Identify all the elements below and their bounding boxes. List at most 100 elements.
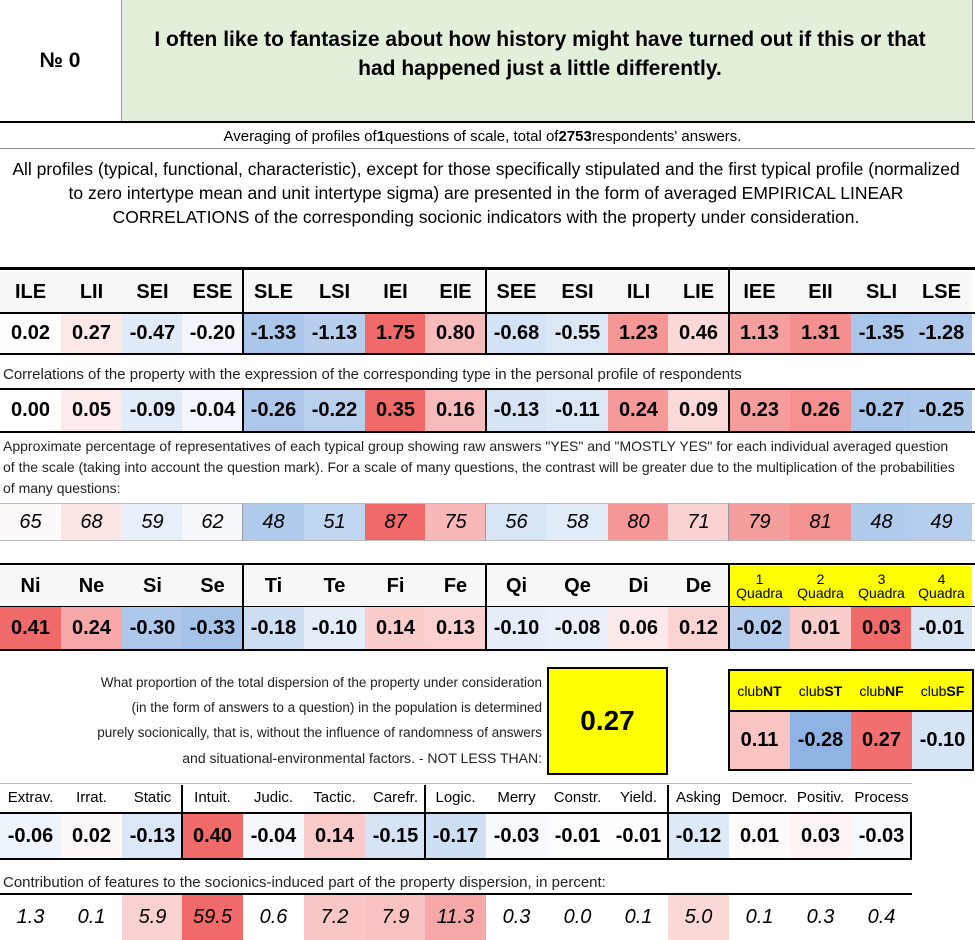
intro-text: All profiles (typical, functional, chara… xyxy=(12,159,960,227)
function-header: Si xyxy=(122,566,183,606)
trait-value: -0.17 xyxy=(425,814,486,858)
type-header: ESE xyxy=(182,272,243,312)
trait-contribution: 0.3 xyxy=(790,895,851,940)
type-correlation-value: 0.00 xyxy=(0,390,61,431)
trait-value: -0.01 xyxy=(547,814,608,858)
function-value: 0.24 xyxy=(61,607,122,649)
type-correlation-value: -0.11 xyxy=(547,390,608,431)
function-header: Te xyxy=(304,566,365,606)
trait-contribution: 11.3 xyxy=(425,895,486,940)
trait-contribution: 5.9 xyxy=(122,895,183,940)
dispersion-line-3: purely socionically, that is, without th… xyxy=(97,725,542,740)
type-header: SEE xyxy=(486,272,547,312)
quadra-number: 1 xyxy=(755,571,764,587)
trait-value: -0.04 xyxy=(243,814,304,858)
type-profile-value: 0.46 xyxy=(668,314,729,353)
trait-value: -0.03 xyxy=(851,814,912,858)
type-percentage-value: 56 xyxy=(486,504,547,541)
type-header: SLI xyxy=(851,272,912,312)
club-header: club ST xyxy=(790,671,851,710)
type-percentage-value: 79 xyxy=(729,504,790,541)
correlation-note: Correlations of the property with the ex… xyxy=(3,366,742,383)
trait-value: 0.14 xyxy=(304,814,365,858)
summary-respondents: 2753 xyxy=(558,127,592,145)
trait-value: 0.40 xyxy=(182,814,243,858)
trait-header: Positiv. xyxy=(796,788,845,806)
type-percentage-value: 51 xyxy=(304,504,365,541)
type-profile-value: -0.20 xyxy=(182,314,243,353)
trait-contribution: 5.0 xyxy=(668,895,729,940)
type-profile-value: -0.47 xyxy=(122,314,183,353)
quadra-header: 4 Quadra xyxy=(911,566,972,606)
trait-header: Intuit. xyxy=(194,788,231,806)
function-header: Fi xyxy=(365,566,426,606)
type-correlation-value: 0.23 xyxy=(729,390,790,431)
type-percentage-value: 81 xyxy=(790,504,851,541)
type-profile-value: -1.13 xyxy=(304,314,365,353)
dispersion-line-1: What proportion of the total dispersion … xyxy=(100,675,542,690)
club-value: -0.10 xyxy=(912,712,973,769)
club-header: club SF xyxy=(912,671,973,710)
type-correlation-value: 0.16 xyxy=(425,390,486,431)
trait-contribution: 1.3 xyxy=(0,895,61,940)
quadra-label: Quadra xyxy=(797,585,844,601)
club-value: 0.11 xyxy=(729,712,790,769)
type-correlation-value: -0.09 xyxy=(122,390,183,431)
dispersion-line-2: (in the form of answers to a question) i… xyxy=(131,700,542,715)
trait-header: Constr. xyxy=(553,788,602,806)
trait-contribution: 0.1 xyxy=(608,895,669,940)
function-header: Qi xyxy=(486,566,547,606)
type-percentage-value: 59 xyxy=(122,504,183,541)
club-code: SF xyxy=(946,682,965,699)
quadra-label: Quadra xyxy=(858,585,905,601)
type-correlation-value: -0.04 xyxy=(182,390,243,431)
question-box xyxy=(121,0,973,121)
club-code: ST xyxy=(824,682,843,699)
trait-header: Extrav. xyxy=(7,788,54,806)
type-header: SLE xyxy=(243,272,304,312)
function-value: 0.13 xyxy=(425,607,486,649)
trait-header: Yield. xyxy=(620,788,657,806)
type-percentage-value: 49 xyxy=(911,504,972,541)
trait-contribution: 7.9 xyxy=(365,895,426,940)
club-prefix: club xyxy=(737,682,763,699)
quadra-value: -0.01 xyxy=(911,607,972,649)
trait-header: Carefr. xyxy=(372,788,418,806)
type-percentage-value: 48 xyxy=(243,504,304,541)
function-header: Ni xyxy=(0,566,61,606)
function-value: -0.30 xyxy=(122,607,183,649)
contribution-note: Contribution of features to the socionic… xyxy=(3,874,606,891)
trait-contribution: 0.3 xyxy=(486,895,547,940)
trait-value: -0.13 xyxy=(122,814,183,858)
function-value: 0.06 xyxy=(608,607,669,649)
type-profile-value: 0.02 xyxy=(0,314,61,353)
trait-header: Asking xyxy=(675,788,722,806)
quadra-number: 4 xyxy=(937,571,946,587)
type-profile-value: -1.35 xyxy=(851,314,912,353)
trait-header: Logic. xyxy=(435,788,476,806)
trait-value: 0.03 xyxy=(790,814,851,858)
function-value: -0.33 xyxy=(182,607,243,649)
type-header: LIE xyxy=(668,272,729,312)
function-header: Ti xyxy=(243,566,304,606)
trait-value: -0.01 xyxy=(608,814,669,858)
function-header: Ne xyxy=(61,566,122,606)
trait-contribution: 0.1 xyxy=(729,895,790,940)
quadra-value: 0.01 xyxy=(790,607,851,649)
type-correlation-value: 0.24 xyxy=(608,390,669,431)
trait-value: -0.03 xyxy=(486,814,547,858)
type-header: LSE xyxy=(911,272,972,312)
club-header: club NT xyxy=(729,671,790,710)
trait-header: Merry xyxy=(497,788,536,806)
type-correlation-value: 0.05 xyxy=(61,390,122,431)
club-prefix: club xyxy=(920,682,947,699)
question-text: I often like to fantasize about how hist… xyxy=(154,28,926,80)
function-value: -0.18 xyxy=(243,607,304,649)
type-header: LSI xyxy=(304,272,365,312)
function-value: -0.10 xyxy=(304,607,365,649)
trait-value: -0.12 xyxy=(668,814,729,858)
type-percentage-value: 75 xyxy=(425,504,486,541)
club-code: NF xyxy=(885,682,904,699)
type-profile-value: -1.28 xyxy=(911,314,972,353)
type-correlation-value: 0.26 xyxy=(790,390,851,431)
